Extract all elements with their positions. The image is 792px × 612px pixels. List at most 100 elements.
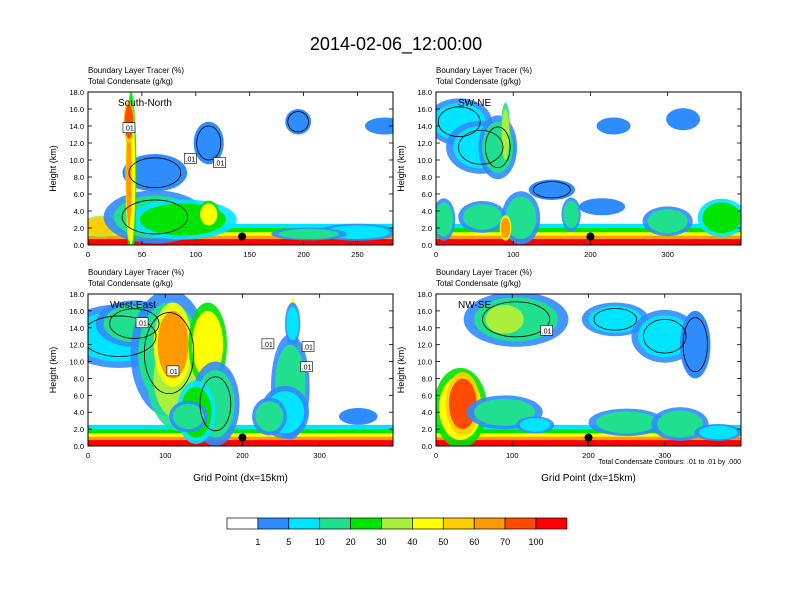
y-tick-label: 0.0 xyxy=(422,442,432,451)
y-axis-label: Height (km) xyxy=(48,347,58,394)
tracer-label: Boundary Layer Tracer (%) xyxy=(88,268,184,277)
colorbar-label: 20 xyxy=(346,537,356,547)
y-tick-label: 16.0 xyxy=(69,105,84,114)
tracer-region xyxy=(647,209,688,234)
boundary-layer-band xyxy=(436,239,741,245)
boundary-layer-band xyxy=(88,223,393,228)
condensate-contour xyxy=(128,157,182,189)
contour-label-text: .01 xyxy=(542,328,552,335)
y-tick-label: 16.0 xyxy=(417,307,432,316)
colorbar-label: 100 xyxy=(528,537,543,547)
colorbar-label: 1 xyxy=(255,537,260,547)
y-tick-label: 16.0 xyxy=(417,105,432,114)
tracer-region xyxy=(501,109,510,160)
panel-name: SW-NE xyxy=(458,98,491,109)
tracer-region xyxy=(474,398,536,426)
tracer-region xyxy=(596,411,658,434)
contour-label: .01 xyxy=(261,338,275,350)
x-tick-label: 300 xyxy=(313,451,326,460)
colorbar-swatch xyxy=(257,517,290,530)
tracer-field xyxy=(88,294,393,446)
tracer-region xyxy=(122,154,188,192)
colorbar-swatch xyxy=(473,517,506,530)
condensate-contour xyxy=(437,106,481,138)
y-tick-label: 4.0 xyxy=(422,207,432,216)
contour-label: .01 xyxy=(135,317,149,329)
location-marker xyxy=(586,232,595,241)
tracer-region xyxy=(126,126,132,228)
colorbar-label: 70 xyxy=(500,537,510,547)
tracer-label: Boundary Layer Tracer (%) xyxy=(436,268,532,277)
x-tick-label: 0 xyxy=(86,451,90,460)
condensate-label: Total Condensate (g/kg) xyxy=(436,77,521,86)
tracer-region xyxy=(255,401,284,432)
plot-frame xyxy=(87,293,394,447)
tracer-region xyxy=(338,408,378,425)
contour-label-text: .01 xyxy=(168,369,178,376)
contour-label: .01 xyxy=(301,341,315,352)
tracer-field xyxy=(436,92,741,245)
panel-west-east: .01 .01 .01 .01 .01 West-East Boundary Layer T… xyxy=(48,268,394,484)
tracer-region xyxy=(285,109,312,135)
x-axis-label: Grid Point (dx=15km) xyxy=(193,473,288,484)
plot-frame xyxy=(435,91,742,246)
condensate-label: Total Condensate (g/kg) xyxy=(88,279,173,288)
y-tick-label: 8.0 xyxy=(74,173,84,182)
y-tick-label: 18.0 xyxy=(69,88,84,97)
panel-name: NW-SE xyxy=(458,300,491,311)
colorbar-swatch xyxy=(381,517,413,530)
colorbar-swatch xyxy=(350,517,382,530)
y-axis-label: Height (km) xyxy=(396,145,406,192)
colorbar-swatch xyxy=(412,517,444,530)
condensate-contour xyxy=(482,301,551,338)
y-tick-label: 6.0 xyxy=(74,190,84,199)
x-tick-label: 0 xyxy=(434,250,438,259)
y-tick-label: 4.0 xyxy=(74,408,84,417)
panels: .01 .01 .01 South-North Boundary Layer Trace… xyxy=(48,66,742,484)
boundary-layer-band xyxy=(436,424,741,430)
x-tick-label: 250 xyxy=(351,250,364,259)
condensate-contours xyxy=(121,111,309,235)
tracer-region xyxy=(563,200,579,228)
boundary-layer-band xyxy=(88,239,393,245)
tracer-region xyxy=(436,202,453,237)
x-tick-label: 300 xyxy=(661,250,674,259)
tracer-region xyxy=(699,425,738,440)
x-tick-label: 200 xyxy=(236,451,249,460)
contour-label-text: .01 xyxy=(124,126,134,133)
y-tick-label: 6.0 xyxy=(422,190,432,199)
condensate-contour xyxy=(196,125,222,161)
y-tick-label: 6.0 xyxy=(74,391,84,400)
colorbar-swatch xyxy=(442,517,475,530)
y-tick-label: 4.0 xyxy=(74,207,84,216)
tracer-region xyxy=(278,228,340,240)
colorbar-label: 50 xyxy=(438,537,448,547)
y-tick-label: 14.0 xyxy=(417,122,432,131)
tracer-region xyxy=(657,410,703,438)
y-axis-label: Height (km) xyxy=(48,145,58,192)
contour-label-text: .01 xyxy=(263,342,273,349)
contour-label-box xyxy=(540,325,553,336)
x-tick-label: 100 xyxy=(506,451,519,460)
tracer-region xyxy=(519,418,551,432)
tracer-field xyxy=(436,294,741,446)
colorbar-swatch xyxy=(535,517,568,530)
x-tick-label: 100 xyxy=(159,451,172,460)
y-tick-label: 18.0 xyxy=(69,290,84,299)
tracer-region xyxy=(680,310,711,379)
condensate-contour xyxy=(485,126,511,169)
y-tick-label: 12.0 xyxy=(417,341,432,350)
colorbar-swatch xyxy=(504,517,537,530)
panel-name: West-East xyxy=(110,300,156,311)
condensate-contour xyxy=(287,111,309,133)
x-tick-label: 200 xyxy=(584,250,597,259)
x-tick-label: 0 xyxy=(86,250,90,259)
colorbar-label: 30 xyxy=(376,537,386,547)
contour-note: Total Condensate Contours: .01 to .01 by… xyxy=(598,459,741,466)
location-marker xyxy=(584,433,593,442)
condensate-contour xyxy=(643,318,687,354)
y-tick-label: 12.0 xyxy=(69,341,84,350)
panel-south-north: .01 .01 .01 South-North Boundary Layer Trace… xyxy=(48,66,394,259)
contour-label: .01 xyxy=(184,153,197,164)
contour-label-text: .01 xyxy=(215,161,225,168)
